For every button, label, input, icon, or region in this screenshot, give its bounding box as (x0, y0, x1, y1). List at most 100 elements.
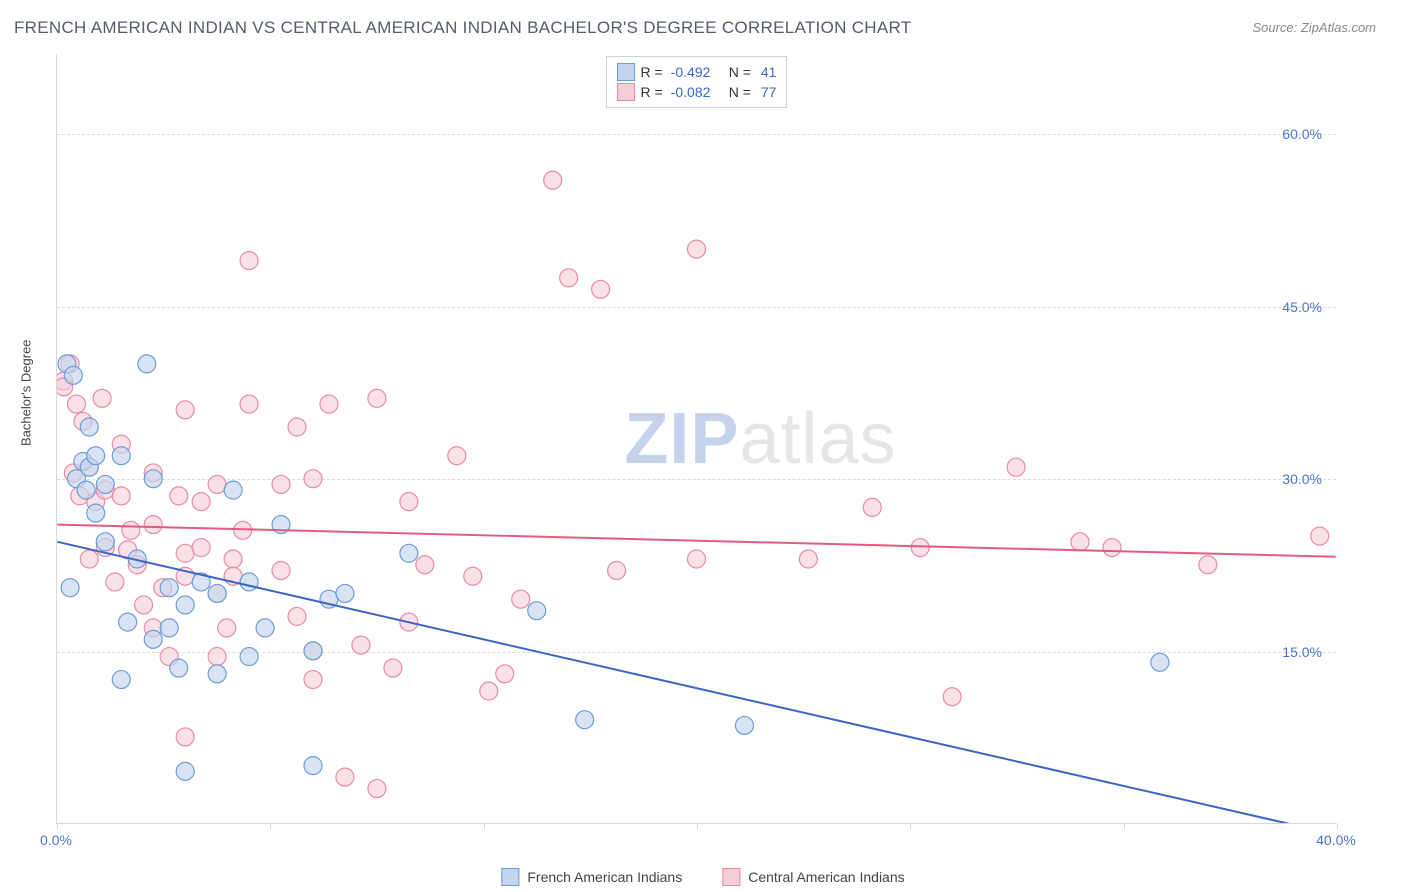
legend-label: French American Indians (527, 869, 682, 885)
data-point (160, 619, 178, 637)
data-point (87, 447, 105, 465)
chart-title: FRENCH AMERICAN INDIAN VS CENTRAL AMERIC… (14, 18, 911, 38)
swatch-icon (617, 83, 635, 101)
data-point (112, 671, 130, 689)
x-tick-label: 40.0% (1316, 832, 1356, 848)
data-point (576, 711, 594, 729)
n-label: N = (729, 64, 751, 80)
data-point (1071, 533, 1089, 551)
data-point (96, 533, 114, 551)
data-point (144, 470, 162, 488)
data-point (176, 544, 194, 562)
data-point (224, 550, 242, 568)
data-point (135, 596, 153, 614)
data-point (170, 659, 188, 677)
data-point (512, 590, 530, 608)
data-point (320, 395, 338, 413)
data-point (448, 447, 466, 465)
data-point (119, 613, 137, 631)
data-point (1199, 556, 1217, 574)
data-point (288, 418, 306, 436)
data-point (863, 498, 881, 516)
data-point (560, 269, 578, 287)
data-point (77, 481, 95, 499)
chart-plot-area: ZIPatlas R = -0.492 N = 41 R = -0.082 N … (56, 54, 1336, 824)
data-point (192, 539, 210, 557)
data-point (106, 573, 124, 591)
data-point (304, 757, 322, 775)
r-label: R = (641, 84, 663, 100)
data-point (304, 642, 322, 660)
data-point (240, 648, 258, 666)
data-point (68, 395, 86, 413)
data-point (496, 665, 514, 683)
data-point (400, 544, 418, 562)
x-tick-label: 0.0% (40, 832, 72, 848)
n-value: 41 (761, 64, 777, 80)
data-point (384, 659, 402, 677)
r-value: -0.492 (671, 64, 723, 80)
n-value: 77 (761, 84, 777, 100)
data-point (138, 355, 156, 373)
data-point (1311, 527, 1329, 545)
data-point (192, 493, 210, 511)
data-point (176, 762, 194, 780)
bottom-legend: French American Indians Central American… (501, 868, 904, 886)
data-point (400, 493, 418, 511)
data-point (93, 389, 111, 407)
legend-item: Central American Indians (722, 868, 904, 886)
data-point (208, 475, 226, 493)
r-value: -0.082 (671, 84, 723, 100)
data-point (176, 596, 194, 614)
data-point (368, 780, 386, 798)
data-point (224, 481, 242, 499)
data-point (240, 395, 258, 413)
data-point (304, 470, 322, 488)
stats-row: R = -0.082 N = 77 (617, 83, 777, 101)
data-point (608, 562, 626, 580)
data-point (208, 648, 226, 666)
scatter-svg (57, 54, 1336, 823)
stats-legend-box: R = -0.492 N = 41 R = -0.082 N = 77 (606, 56, 788, 108)
source-attribution: Source: ZipAtlas.com (1252, 20, 1376, 35)
data-point (256, 619, 274, 637)
stats-row: R = -0.492 N = 41 (617, 63, 777, 81)
data-point (943, 688, 961, 706)
data-point (368, 389, 386, 407)
data-point (112, 487, 130, 505)
data-point (352, 636, 370, 654)
data-point (122, 521, 140, 539)
data-point (688, 240, 706, 258)
data-point (272, 475, 290, 493)
data-point (288, 607, 306, 625)
data-point (208, 584, 226, 602)
data-point (80, 418, 98, 436)
data-point (96, 475, 114, 493)
data-point (240, 573, 258, 591)
swatch-icon (501, 868, 519, 886)
data-point (1007, 458, 1025, 476)
data-point (64, 366, 82, 384)
data-point (160, 579, 178, 597)
data-point (528, 602, 546, 620)
data-point (336, 584, 354, 602)
data-point (112, 447, 130, 465)
data-point (799, 550, 817, 568)
legend-item: French American Indians (501, 868, 682, 886)
swatch-icon (722, 868, 740, 886)
data-point (61, 579, 79, 597)
data-point (80, 550, 98, 568)
data-point (87, 504, 105, 522)
data-point (688, 550, 706, 568)
data-point (144, 516, 162, 534)
data-point (176, 401, 194, 419)
data-point (272, 562, 290, 580)
data-point (208, 665, 226, 683)
data-point (1151, 653, 1169, 671)
legend-label: Central American Indians (748, 869, 904, 885)
data-point (336, 768, 354, 786)
data-point (218, 619, 236, 637)
n-label: N = (729, 84, 751, 100)
data-point (304, 671, 322, 689)
data-point (464, 567, 482, 585)
